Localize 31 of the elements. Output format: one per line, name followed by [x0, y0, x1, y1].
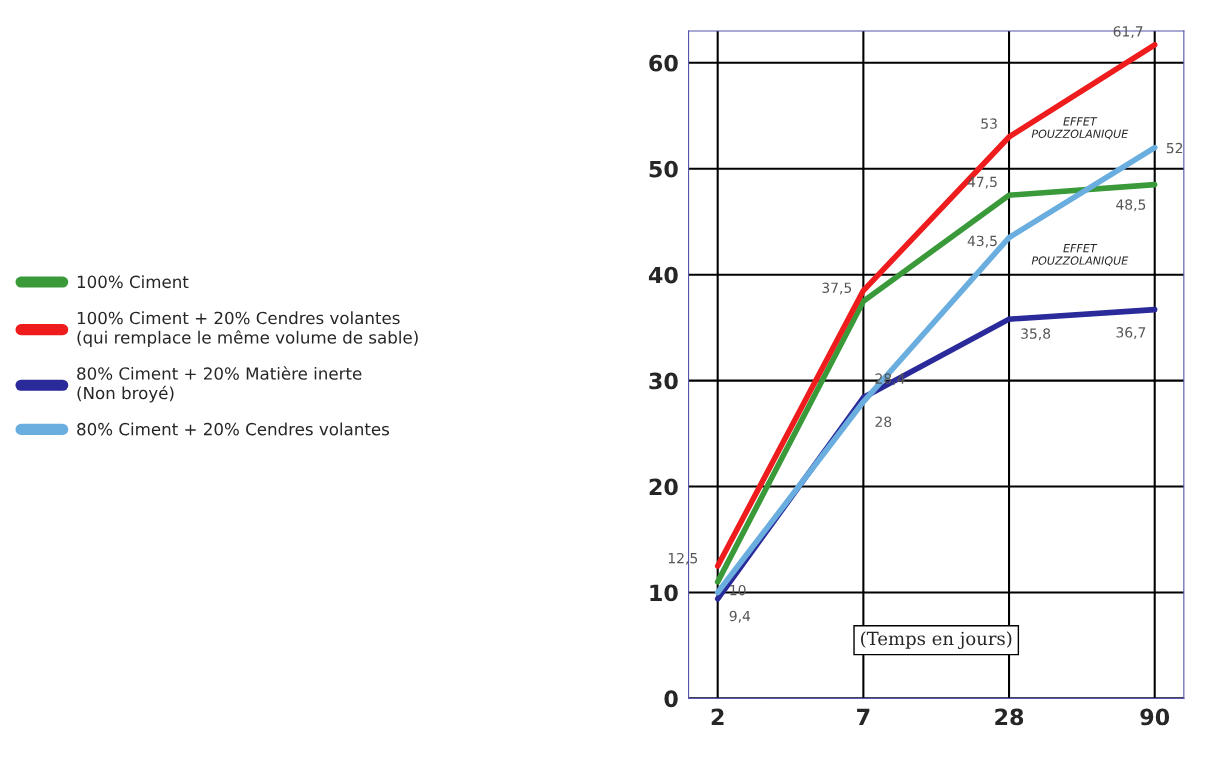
data-label: 9,4: [729, 610, 751, 623]
data-label: 48,5: [1116, 199, 1146, 212]
y-tick-label: 10: [650, 584, 678, 602]
data-label: 52: [1166, 142, 1183, 154]
legend-label: 80% Ciment + 20% Matière inerte (Non broyé): [77, 366, 362, 403]
x-tick-label: 28: [995, 708, 1024, 726]
x-tick-label: 2: [711, 708, 724, 726]
data-label: 28,4: [875, 373, 905, 386]
data-label: 61,7: [1113, 26, 1143, 39]
y-tick-label: 60: [649, 54, 678, 72]
data-label: 43,5: [967, 235, 997, 248]
annotation: EFFET POUZZOLANIQUE: [1031, 244, 1129, 267]
data-label: 36,7: [1116, 327, 1146, 340]
x-axis-title: (Temps en jours): [861, 631, 1012, 650]
data-label: 28: [875, 416, 892, 427]
data-label: 53: [981, 118, 997, 129]
x-tick-label: 90: [1140, 708, 1170, 726]
data-label: 10: [730, 584, 746, 596]
x-tick-label: 7: [857, 708, 870, 726]
y-tick-label: 50: [649, 160, 678, 178]
annotation: EFFET POUZZOLANIQUE: [1031, 117, 1129, 140]
y-tick-label: 30: [649, 372, 678, 390]
legend-label: 100% Ciment: [77, 275, 189, 289]
legend-label: 80% Ciment + 20% Cendres volantes: [77, 422, 390, 436]
y-tick-label: 0: [664, 690, 678, 708]
y-tick-label: 40: [648, 266, 678, 284]
data-label: 35,8: [1021, 328, 1051, 341]
legend-label: 100% Ciment + 20% Cendres volantes (qui remplace le même volume de sable): [77, 311, 418, 347]
data-label: 37,5: [822, 282, 852, 295]
data-label: 47,5: [967, 176, 997, 189]
y-tick-label: 20: [649, 478, 678, 496]
